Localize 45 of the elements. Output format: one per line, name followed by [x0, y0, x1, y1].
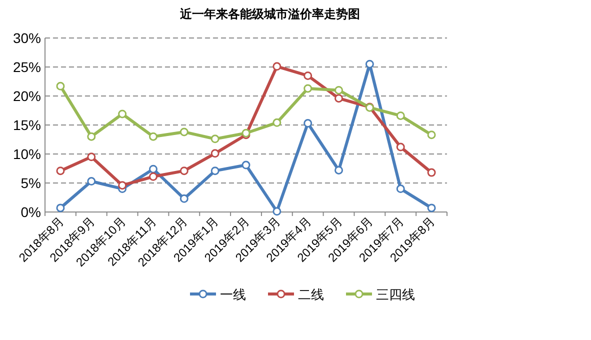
- point: [118, 110, 127, 118]
- point: [87, 152, 96, 162]
- y-tick-label: 0%: [20, 204, 41, 220]
- point: [304, 84, 312, 93]
- point: [272, 62, 282, 71]
- y-tick-label: 20%: [12, 88, 41, 104]
- point: [148, 132, 158, 141]
- point: [118, 181, 127, 190]
- point: [87, 177, 96, 186]
- point: [56, 166, 65, 176]
- chart-title: 近一年来各能级城市溢价率走势图: [179, 7, 360, 21]
- y-tick-label: 10%: [12, 146, 41, 162]
- point: [334, 86, 344, 94]
- point: [304, 119, 312, 128]
- point: [180, 166, 188, 176]
- point: [87, 132, 96, 141]
- y-tick-label: 30%: [12, 30, 41, 46]
- legend-label: 二线: [298, 287, 324, 302]
- point: [242, 160, 250, 170]
- point: [427, 168, 436, 177]
- point: [427, 130, 436, 140]
- point: [272, 207, 282, 216]
- legend-label: 三四线: [376, 287, 415, 302]
- y-tick-label: 15%: [12, 117, 41, 133]
- point: [210, 149, 220, 158]
- point: [148, 164, 158, 174]
- point: [180, 194, 188, 203]
- point: [180, 128, 188, 136]
- point: [56, 204, 65, 212]
- point: [56, 82, 65, 90]
- point: [210, 134, 220, 144]
- point: [272, 118, 282, 127]
- y-tick-label: 5%: [20, 175, 41, 191]
- point: [365, 60, 374, 68]
- point: [396, 142, 405, 152]
- point: [148, 172, 158, 181]
- legend-label: 一线: [220, 287, 246, 302]
- point: [334, 166, 344, 174]
- point: [210, 166, 220, 176]
- point: [396, 111, 405, 120]
- point: [334, 94, 344, 103]
- point: [304, 71, 312, 80]
- point: [396, 184, 405, 194]
- point: [427, 204, 436, 212]
- y-tick-label: 25%: [12, 59, 41, 75]
